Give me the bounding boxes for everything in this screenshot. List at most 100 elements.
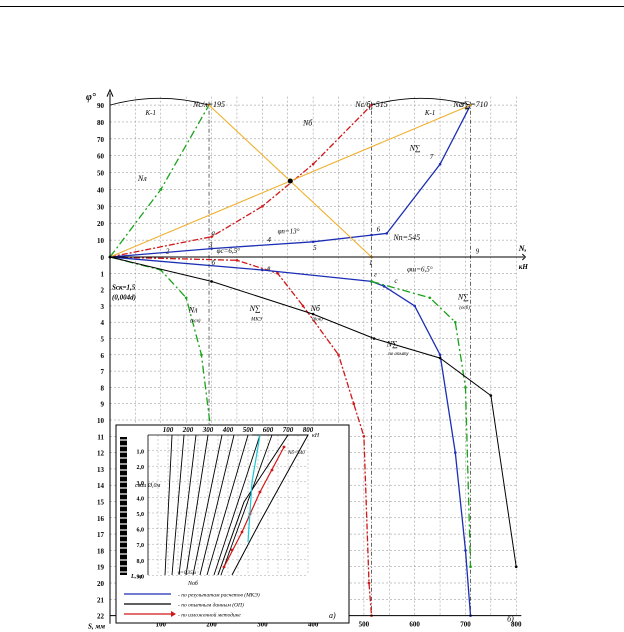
series-point [385,232,389,235]
s-tick-label: 22 [97,613,105,621]
n-tick-label: 500 [359,621,370,629]
inset-depth-label: L, м [130,574,142,580]
legend-entry: - по изложенной методике [178,612,241,619]
inset-fan-line [192,434,223,576]
point-label: а [212,229,216,237]
s-tick-label: 3 [101,303,105,311]
phi-p-label: φп=13° [278,227,300,235]
inset-top-tick: 200 [182,426,194,434]
series-point [370,233,373,237]
series-point [235,258,239,262]
inset-depth-tick: 4,0 [137,496,145,502]
inset-depth-tick: 8,0 [137,559,145,565]
phi-tick-label: 10 [97,237,105,245]
point-label: с [394,277,398,285]
s-tick-label: 10 [97,417,105,425]
panel-b-label: б) [507,615,514,624]
inset-sigma-note: σ=0,35м [178,571,197,576]
inset-fan-line [178,434,197,576]
s-tick-label: 11 [97,433,104,441]
series-point [261,268,264,272]
series-red-lower [109,256,373,616]
phi-axis-label: φ° [86,92,96,103]
inset-top-tick: 700 [283,426,294,434]
s-tick-label: 16 [97,515,105,523]
inset-fan-line [206,434,249,576]
panel-a-label: а) [329,611,336,620]
s-tick-label: 14 [97,482,105,490]
nl-bottom-label: Nл [188,305,198,314]
legend-arrow [171,611,176,617]
point-label: 2 [166,248,170,256]
s-tick-label: 18 [97,547,105,555]
inset-top-tick: 600 [263,426,274,434]
point-label: г [374,271,377,279]
series-point [337,353,340,357]
s-tick-label: 21 [97,596,105,604]
phi-tick-label: 50 [97,170,105,178]
inset-fan-line [220,434,273,576]
nsig-opyt-sub: по опыту [388,352,409,357]
n-tick-label: 100 [156,621,167,629]
n-tick-label: 400 [308,621,319,629]
phi-sh-label: φш=6,5° [407,266,433,274]
series-point [469,103,472,107]
y-arrow [106,88,114,97]
series-point [382,285,386,288]
series-point [311,162,315,166]
n-tick-label: 200 [206,621,217,629]
series-point [489,394,493,397]
nsig-opyt-label: N∑ [386,340,398,349]
series-point [210,247,213,250]
inset-envelope-2 [231,434,309,576]
inset-depth-tick: 6,0 [137,528,145,534]
arc-right [371,97,471,106]
series-point [276,272,279,275]
inset-fan-line [171,434,185,576]
s-axis-label: S, мм [88,623,105,631]
series-point [372,337,376,340]
nb-bottom-sub: (бок) [312,318,323,323]
inset-unit: кН [312,433,320,439]
inset-n-note: Nб=540 [287,451,305,456]
s-tick-label: 20 [97,580,105,588]
point-label: б [212,259,216,267]
inset-red-point [240,530,244,534]
chart-series [108,103,518,617]
s-tick-label: 6 [101,352,105,360]
s-tick-label: 8 [101,384,105,392]
intersection-point [287,178,293,184]
inset-top-tick: 800 [303,426,314,434]
series-green-lower [109,256,213,437]
npi-label: Nп=545 [392,233,420,242]
series-point [370,280,373,283]
s-tick-label: 12 [97,450,105,458]
inset-top-tick: 400 [222,426,234,434]
series-point [438,162,442,166]
s-tick-label: 1 [101,270,105,278]
s-tick-label: 19 [97,564,105,572]
series-point [514,565,518,568]
n-axis-label: N, [518,244,527,253]
series-point [367,581,371,585]
k1-left-label: К-1 [145,109,156,117]
phi-tick-label: 40 [97,186,105,194]
series-point [200,353,203,357]
series-point [428,296,432,300]
s-ck2-label: (0,004d) [112,293,136,301]
inset-red-point [258,490,262,494]
inset-red-point [270,468,274,472]
s-tick-label: 2 [101,287,105,295]
point-label: 9 [476,248,480,256]
nsig-mke-label: N∑ [249,304,261,313]
top-label-nb: Nс/б=515 [354,100,388,109]
phi-tick-label: 90 [97,102,105,110]
series-point [454,451,457,454]
nb-label: Nб [302,118,313,127]
inset-n-bottom: Nоб [187,580,199,587]
series-point [261,205,264,208]
phi-c-label: φс=6,5° [217,247,240,255]
k1-right-label: К-1 [424,109,435,117]
point-label: о [369,104,373,112]
